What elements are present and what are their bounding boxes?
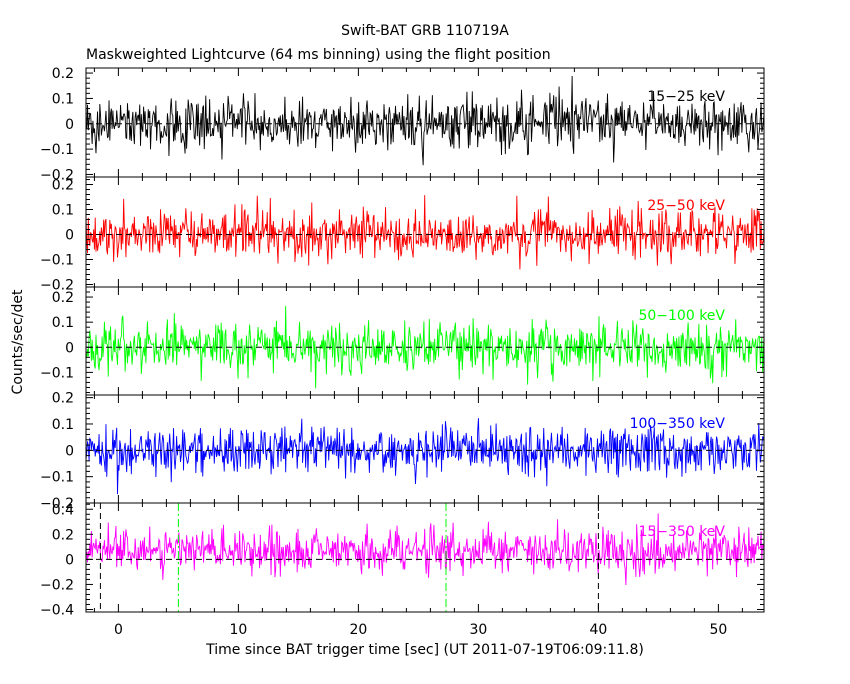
x-tick-label: 20 — [349, 622, 367, 638]
panel-100-350-kev: −0.2 −0.1 0 0.1 0.2 100−350 keV — [40, 391, 765, 512]
lightcurve-series — [86, 418, 764, 495]
lightcurve-series — [86, 75, 764, 166]
y-tick-label: 0.2 — [52, 66, 74, 82]
lightcurve-series — [86, 513, 764, 585]
chart-subtitle: Maskweighted Lightcurve (64 ms binning) … — [86, 47, 551, 63]
y-tick-label: 0 — [65, 552, 74, 568]
x-tick-label: 50 — [709, 622, 727, 638]
y-tick-label: 0.2 — [52, 391, 74, 407]
y-tick-label: −0.2 — [40, 577, 74, 593]
lightcurve-series — [86, 195, 764, 270]
x-tick-label: 0 — [114, 622, 123, 638]
y-tick-label: 0 — [65, 228, 74, 244]
panel-15-350-kev: −0.4 −0.2 0 0.2 0.4 15−350 keV — [40, 502, 765, 618]
y-tick-label: 0.1 — [52, 91, 74, 107]
panels-group: −0.2 −0.1 0 0.1 0.2 15−25 keV −0.2 −0.1 0 0.1 0.2 2… — [40, 66, 765, 638]
y-tick-label: 0.1 — [52, 315, 74, 331]
y-tick-label: 0.2 — [52, 178, 74, 194]
panel-frame — [85, 502, 765, 613]
y-tick-label: 0 — [65, 117, 74, 133]
y-tick-label: −0.2 — [40, 167, 74, 183]
y-tick-label: −0.2 — [40, 278, 74, 294]
panel-25-50-kev: −0.2 −0.1 0 0.1 0.2 25−50 keV — [40, 176, 765, 294]
y-tick-label: −0.2 — [40, 496, 74, 512]
y-tick-label: 0.4 — [52, 502, 74, 518]
energy-band-label: 100−350 keV — [630, 416, 726, 432]
y-tick-label: −0.1 — [40, 142, 74, 158]
y-axis-label: Counts/sec/det — [10, 289, 26, 394]
energy-band-label: 25−50 keV — [647, 198, 725, 214]
y-tick-label: 0.1 — [52, 203, 74, 219]
energy-band-label: 15−350 keV — [638, 524, 725, 540]
x-tick-label: 30 — [469, 622, 487, 638]
x-tick-label: 10 — [229, 622, 247, 638]
chart-title: Swift-BAT GRB 110719A — [341, 23, 509, 39]
panel-15-25-kev: −0.2 −0.1 0 0.1 0.2 15−25 keV — [40, 66, 765, 183]
y-tick-label: 0 — [65, 443, 74, 459]
y-tick-label: −0.1 — [40, 253, 74, 269]
y-tick-label: 0 — [65, 340, 74, 356]
x-axis-label: Time since BAT trigger time [sec] (UT 20… — [205, 642, 644, 658]
y-tick-label: 0.2 — [52, 290, 74, 306]
y-tick-label: −0.4 — [40, 602, 74, 618]
lightcurve-series — [86, 305, 764, 389]
x-tick-label: 40 — [589, 622, 607, 638]
energy-band-label: 15−25 keV — [647, 89, 725, 105]
y-tick-label: 0.1 — [52, 417, 74, 433]
panel-frame — [85, 286, 765, 396]
y-tick-label: −0.1 — [40, 365, 74, 381]
panel-50-100-kev: −0.1 0 0.1 0.2 50−100 keV — [40, 286, 765, 396]
y-tick-label: −0.1 — [40, 470, 74, 486]
y-tick-label: 0.2 — [52, 527, 74, 543]
energy-band-label: 50−100 keV — [638, 308, 725, 324]
